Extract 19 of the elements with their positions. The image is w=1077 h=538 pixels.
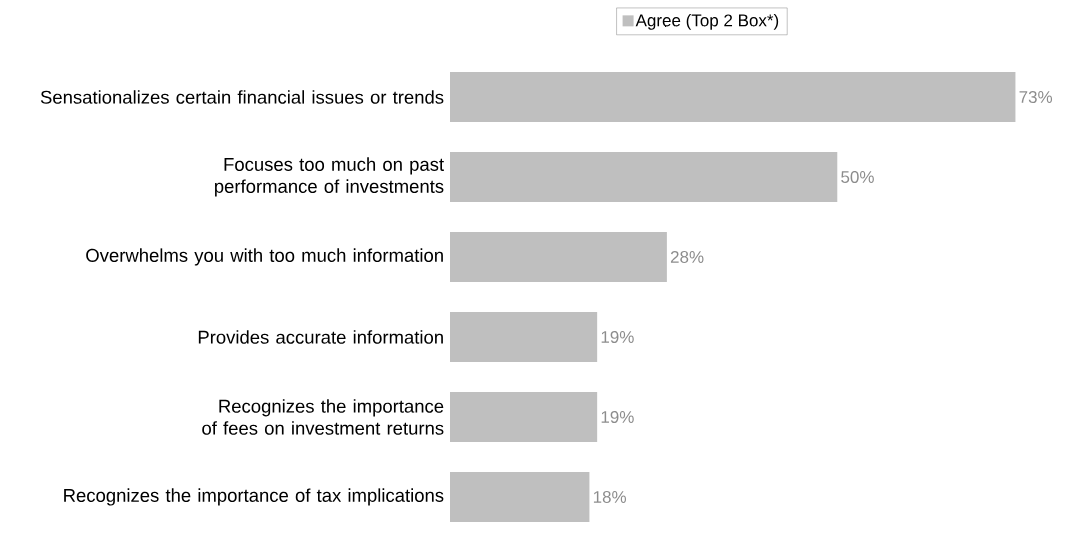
bar xyxy=(449,471,590,522)
bar xyxy=(449,231,667,282)
bar xyxy=(449,311,598,362)
y-tick-label: Focuses too much on past performance of investments xyxy=(215,157,444,197)
legend-label: Agree (Top 2 Box*) xyxy=(635,13,779,30)
y-tick-label: Recognizes the importance of fees on investment returns xyxy=(202,399,444,435)
data-label: 19% xyxy=(601,410,634,424)
y-tick-label: Sensationalizes certain financial issues or trends xyxy=(40,90,444,104)
y-tick-label: Overwhelms you with too much information xyxy=(86,248,443,266)
data-label: 19% xyxy=(601,330,634,344)
y-tick-label: Recognizes the importance of tax implications xyxy=(64,488,444,506)
bar xyxy=(449,391,598,442)
data-label: 18% xyxy=(593,490,627,504)
data-label: 50% xyxy=(841,170,874,184)
bar xyxy=(449,152,838,202)
bar xyxy=(449,72,1016,122)
y-tick-label: Provides accurate information xyxy=(198,330,443,344)
data-label: 73% xyxy=(1019,90,1053,104)
data-label: 28% xyxy=(670,250,704,264)
